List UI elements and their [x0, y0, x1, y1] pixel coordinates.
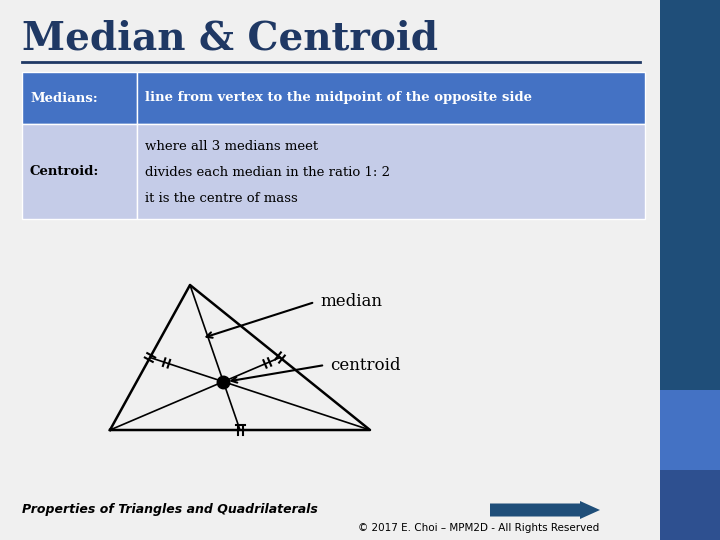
Text: Properties of Triangles and Quadrilaterals: Properties of Triangles and Quadrilatera…: [22, 503, 318, 516]
Text: where all 3 medians meet: where all 3 medians meet: [145, 140, 318, 153]
Text: Median & Centroid: Median & Centroid: [22, 20, 438, 58]
Text: Medians:: Medians:: [30, 91, 98, 105]
Bar: [660, 470, 720, 540]
Bar: [22, 72, 137, 124]
Text: line from vertex to the midpoint of the opposite side: line from vertex to the midpoint of the …: [145, 91, 532, 105]
Bar: [660, 0, 720, 540]
Bar: [660, 390, 720, 470]
Bar: [22, 124, 137, 219]
Text: Centroid:: Centroid:: [30, 165, 99, 178]
Text: divides each median in the ratio 1: 2: divides each median in the ratio 1: 2: [145, 166, 390, 179]
Text: it is the centre of mass: it is the centre of mass: [145, 192, 298, 205]
Text: © 2017 E. Choi – MPM2D - All Rights Reserved: © 2017 E. Choi – MPM2D - All Rights Rese…: [358, 523, 599, 533]
Bar: [137, 124, 645, 219]
Bar: [137, 72, 645, 124]
FancyArrow shape: [490, 501, 600, 519]
Text: centroid: centroid: [330, 356, 400, 374]
Text: median: median: [320, 294, 382, 310]
